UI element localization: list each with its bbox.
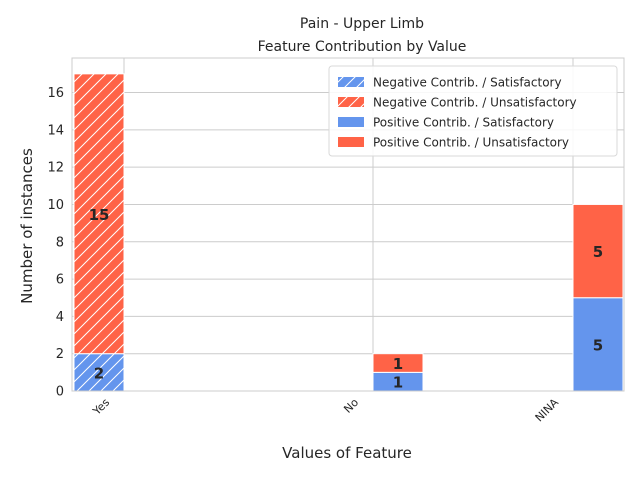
plot-frame (71, 57, 625, 392)
legend-entry-label: Negative Contrib. / Satisfactory (373, 76, 562, 90)
legend-box (328, 65, 618, 157)
y-tick-label: 0 (56, 385, 64, 400)
legend-swatch (338, 137, 364, 147)
bar-value-label: 5 (593, 336, 603, 354)
bar-value-label: 1 (393, 374, 403, 392)
bar-segment (372, 353, 424, 373)
bar-value-label: 15 (89, 206, 110, 224)
bar-value-label: 2 (94, 364, 104, 382)
bar-value-label: 5 (593, 243, 603, 261)
bars (73, 73, 624, 392)
y-tick-label: 12 (47, 161, 64, 176)
legend-swatch (338, 117, 364, 127)
bar-hatch (74, 73, 124, 354)
y-tick-label: 4 (56, 310, 64, 325)
x-tick-label: NINA (533, 396, 562, 425)
bar-hatch (74, 353, 124, 391)
y-tick-label: 2 (56, 347, 64, 362)
bar-value-label: 1 (393, 355, 403, 373)
legend: Negative Contrib. / Satisfactory Negative… (328, 65, 618, 157)
x-axis-label: Values of Feature (282, 444, 412, 462)
legend-swatch-hatch (338, 77, 364, 87)
chart-title-line1: Pain - Upper Limb (300, 16, 424, 32)
legend-entry-label: Negative Contrib. / Unsatisfactory (373, 96, 577, 110)
x-tick-label: Yes (90, 396, 113, 419)
bar-segment (572, 203, 624, 299)
legend-entry-label: Positive Contrib. / Satisfactory (373, 116, 554, 130)
legend-swatch-hatch (338, 97, 364, 107)
chart-title-line2: Feature Contribution by Value (258, 39, 467, 55)
y-tick-label: 14 (47, 123, 64, 138)
y-tick-label: 6 (56, 273, 64, 288)
y-tick-label: 8 (56, 235, 64, 250)
legend-entry-label: Positive Contrib. / Unsatisfactory (373, 136, 569, 150)
y-tick-label: 10 (47, 198, 64, 213)
y-tick-label: 16 (47, 86, 64, 101)
y-axis-label: Number of instances (18, 148, 36, 304)
x-tick-label: No (341, 396, 361, 416)
